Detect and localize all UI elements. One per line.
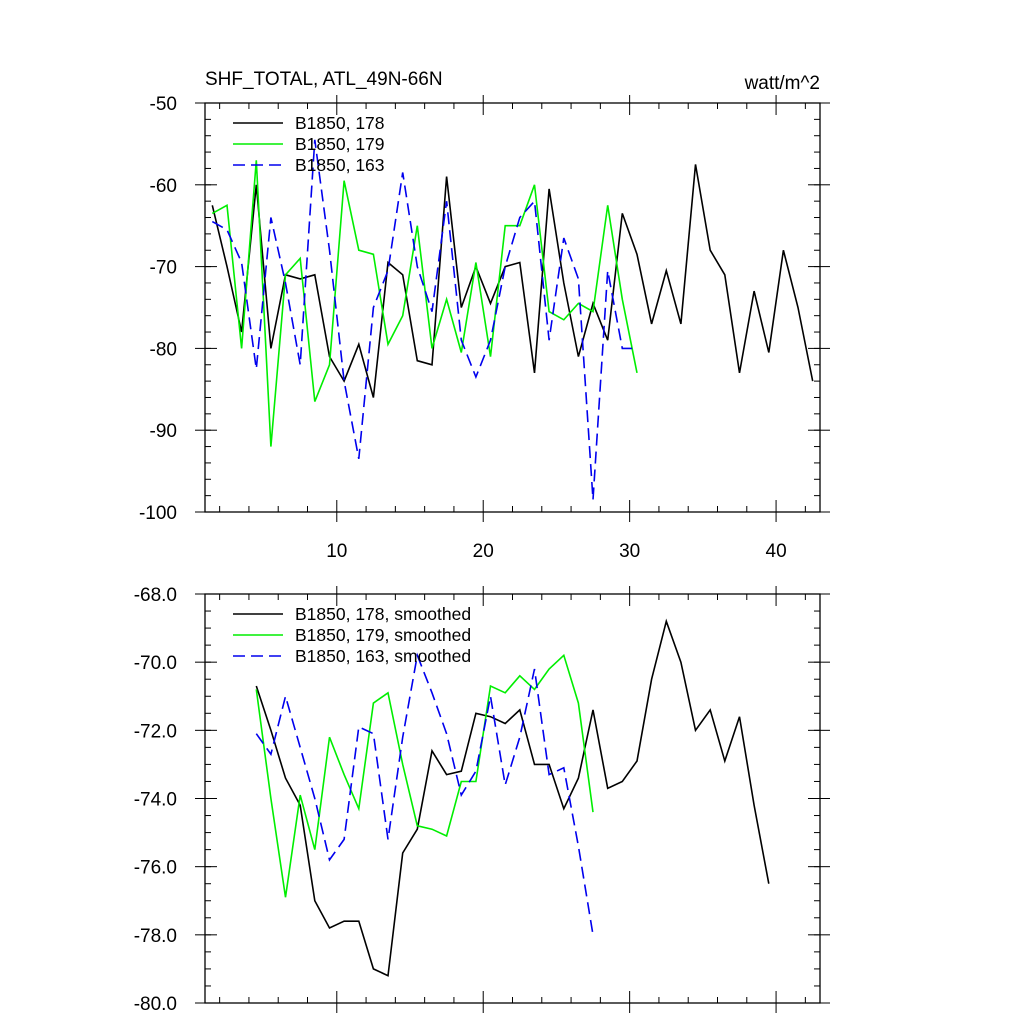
- y-tick-label: -80: [150, 339, 177, 360]
- y-tick-label: -72.0: [134, 721, 177, 742]
- series-line-3: [211, 139, 637, 500]
- series-line-2: [211, 160, 638, 447]
- x-tick-label: 30: [619, 541, 640, 562]
- x-tick-label: 20: [473, 541, 494, 562]
- legend-label: B1850, 179: [295, 134, 385, 154]
- bottom-smoothed-line-chart: 10203040-68.0-70.0-72.0-74.0-76.0-78.0-8…: [134, 585, 830, 1015]
- y-tick-label: -78.0: [134, 926, 177, 947]
- x-tick-label: 40: [766, 541, 787, 562]
- legend-label: B1850, 178: [295, 113, 385, 133]
- y-tick-label: -60: [150, 176, 177, 197]
- y-tick-label: -74.0: [134, 790, 177, 811]
- chart-title: SHF_TOTAL, ATL_49N-66N: [205, 69, 443, 90]
- series-line-1: [211, 164, 814, 398]
- y-tick-label: -70: [150, 258, 177, 279]
- series-line-1: [255, 618, 770, 977]
- y-tick-label: -76.0: [134, 858, 177, 879]
- units-label: watt/m^2: [744, 73, 820, 94]
- legend-label: B1850, 163, smoothed: [295, 646, 471, 666]
- series-line-2: [255, 653, 594, 898]
- series-line-3: [255, 652, 594, 935]
- y-tick-label: -68.0: [134, 585, 177, 606]
- legend-label: B1850, 163: [295, 155, 385, 175]
- y-tick-label: -90: [150, 421, 177, 442]
- legend-label: B1850, 179, smoothed: [295, 625, 471, 645]
- y-tick-label: -70.0: [134, 653, 177, 674]
- y-tick-label: -80.0: [134, 994, 177, 1015]
- y-tick-label: -50: [150, 94, 177, 115]
- x-tick-label: 10: [326, 541, 347, 562]
- y-tick-label: -100: [139, 503, 177, 524]
- legend-label: B1850, 178, smoothed: [295, 604, 471, 624]
